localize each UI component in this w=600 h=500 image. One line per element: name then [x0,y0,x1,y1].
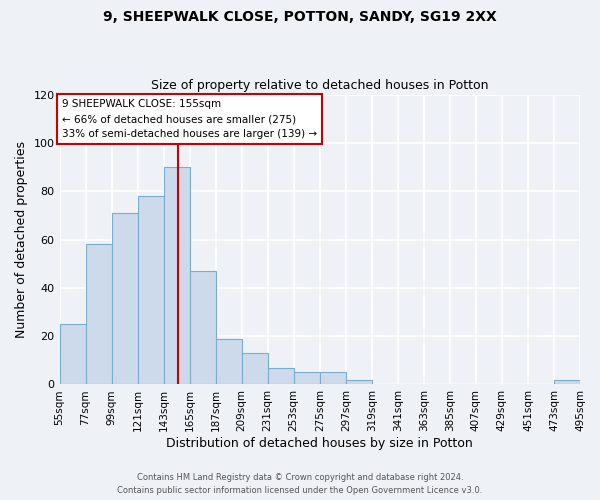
Bar [554,380,580,384]
Bar [268,368,294,384]
Bar [294,372,320,384]
Bar [190,271,215,384]
Text: 9 SHEEPWALK CLOSE: 155sqm
← 66% of detached houses are smaller (275)
33% of semi: 9 SHEEPWALK CLOSE: 155sqm ← 66% of detac… [62,100,317,139]
X-axis label: Distribution of detached houses by size in Potton: Distribution of detached houses by size … [166,437,473,450]
Text: Contains HM Land Registry data © Crown copyright and database right 2024.
Contai: Contains HM Land Registry data © Crown c… [118,474,482,495]
Bar [137,196,164,384]
Bar [59,324,86,384]
Bar [164,167,190,384]
Y-axis label: Number of detached properties: Number of detached properties [15,141,28,338]
Bar [112,213,137,384]
Bar [320,372,346,384]
Title: Size of property relative to detached houses in Potton: Size of property relative to detached ho… [151,79,488,92]
Bar [86,244,112,384]
Bar [346,380,372,384]
Bar [242,353,268,384]
Bar [215,338,242,384]
Text: 9, SHEEPWALK CLOSE, POTTON, SANDY, SG19 2XX: 9, SHEEPWALK CLOSE, POTTON, SANDY, SG19 … [103,10,497,24]
